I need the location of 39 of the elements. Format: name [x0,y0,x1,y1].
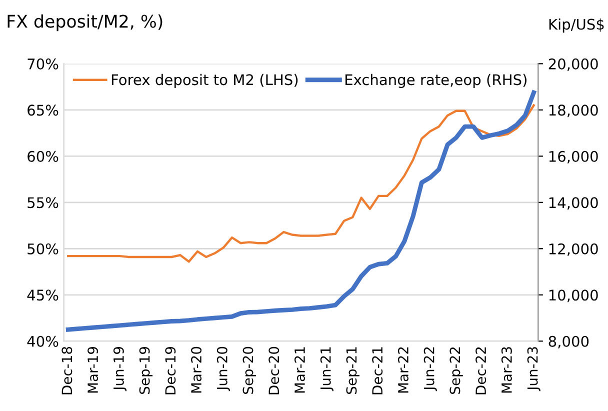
y2-tick-label: 20,000 [548,58,598,71]
y2-tick-label: 10,000 [549,290,598,302]
x-tick-label: Jun-21 [320,347,334,392]
x-tick-label: Jun-20 [216,346,230,392]
x-tick-label: Mar-22 [398,347,408,393]
x-tick-label: Dec-20 [268,346,280,394]
y-tick-label: 60% [28,150,58,162]
x-tick-label: Dec-19 [165,346,176,394]
x-tick-label: Jun-23 [527,347,540,392]
x-tick-label: Jun-19 [113,346,126,392]
y-tick-label: 40% [27,336,58,347]
y2-axis-title: Kip/US$ [549,18,604,33]
y2-tick-label: 18,000 [549,104,598,118]
line-series [66,90,536,332]
y-tick-label: 70% [28,58,58,70]
x-tick-label: Dec-22 [476,347,486,394]
y2-tick-label: 16,000 [549,150,598,164]
y2-tick-label: 14,000 [549,197,598,210]
y-tick-label: 50% [28,243,58,254]
y-tick-label: 45% [27,290,58,301]
x-tick-label: Sep-20 [242,346,256,394]
x-tick-label: Jun-22 [424,347,437,392]
x-tick-label: Mar-20 [191,346,202,393]
x-tick-label: Sep-19 [139,346,152,394]
x-tick-label: Mar-23 [501,347,512,393]
line-series [67,104,535,263]
y-axis-title: FX deposit/M2, %) [8,14,162,32]
x-tick-label: Dec-21 [372,347,383,394]
legend-label: Forex deposit to M2 (LHS) [112,74,298,88]
y2-tick-label: 8,000 [548,336,589,348]
legend-label: Exchange rate,eop (RHS) [345,74,526,88]
x-tick-label: Mar-21 [294,347,305,393]
x-tick-label: Sep-21 [346,347,360,394]
y2-tick-label: 12,000 [549,243,598,256]
x-tick-label: Mar-19 [88,346,98,393]
y-tick-label: 55% [28,197,58,208]
x-tick-label: Sep-22 [450,347,463,394]
x-tick-label: Dec-18 [62,346,72,394]
y-tick-label: 65% [28,104,58,116]
